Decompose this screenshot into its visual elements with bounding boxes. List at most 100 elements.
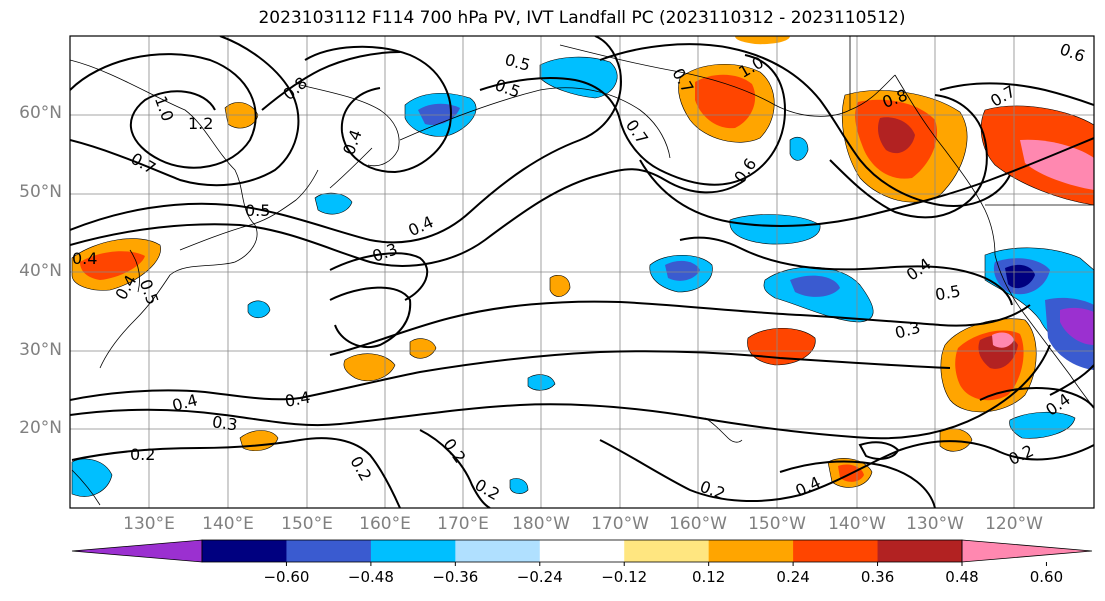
contour-label-23: 0.3 [211,412,239,434]
shade-cold-40n-165w-core [665,260,700,281]
lat-label-50n: 50°N [19,182,62,202]
contour-16 [70,350,951,401]
shade-cold-dot-1 [314,192,353,215]
coast-philippines [71,469,101,506]
colorbar-tick-label-8: 0.48 [945,568,979,586]
map-frame [69,35,1095,509]
shade-cold-15n-125e [71,458,113,497]
lon-label-130e: 130°E [123,514,175,534]
contour-6 [70,168,746,267]
lon-label-160e: 160°E [359,514,411,534]
colorbar-tick-label-1: −0.48 [347,568,394,586]
shade-purple-socal [1060,307,1094,345]
shade-warm-korea-core [80,251,145,280]
contour-label-15: 0.6 [1057,39,1087,66]
contour-2 [70,36,300,187]
contour-label-18: 0.4 [903,254,935,284]
coast-asia [70,59,258,369]
shade-cold-38n-140w-core [790,275,840,297]
contour-7 [479,54,787,186]
coast-hawaii [704,417,743,443]
contour-19 [419,429,491,508]
contour-17 [70,344,1051,440]
contour-5 [70,36,622,244]
lon-label-180w: 180°W [512,514,570,534]
shade-warm-20n-140e [239,430,279,451]
contour-4 [261,51,401,111]
contour-label-6: 0.4 [339,127,366,157]
contour-label-24: 0.2 [130,445,155,464]
shade-cold-dot-2 [247,300,271,319]
shade-warm-25n-165e [343,353,396,382]
contour-1 [70,53,257,169]
contour-label-11: 0.7 [622,116,652,148]
lat-label-60n: 60°N [19,103,62,123]
colorbar-tick-label-5: 0.12 [691,568,726,586]
colorbar-segment-1 [202,540,287,562]
shade-cold-25n-125w [1009,411,1076,439]
shade-pink-ne [1020,139,1094,190]
contour-11 [939,82,1094,106]
contour-12 [329,252,429,301]
contour-14 [329,300,1031,356]
pv-contours [70,36,1094,508]
coastlines [70,36,1094,506]
shade-pink-30n [992,332,1014,348]
colorbar-segment-8 [793,540,879,562]
colorbar-tick-label-3: −0.24 [516,568,563,586]
lat-label-40n: 40°N [19,261,62,281]
coast-japan [179,169,319,251]
colorbar-segment-3 [370,540,456,562]
shade-cold-25n-180 [527,374,556,391]
contour-24 [1049,364,1094,396]
contour-label-1: 1.0 [151,93,178,123]
contour-23 [858,441,900,460]
contour-label-19: 0.4 [72,249,97,268]
contour-label-20: 0.5 [934,281,962,304]
shade-warm-18n-130w [939,428,973,452]
colorbar-frame [201,539,963,563]
coast-alaska [559,44,896,117]
contour-label-5: 0.5 [245,201,270,220]
coast-kuril [329,147,373,189]
contour-label-34: 0.4 [283,388,311,411]
shade-warm-bc-inner [878,117,915,154]
lon-label-130w: 130°W [906,514,964,534]
colorbar-segment-6 [624,540,710,562]
shade-cold-55n-150w [789,137,809,161]
contour-13 [329,286,412,348]
contour-label-4: 0.7 [128,149,160,178]
lat-label-20n: 20°N [19,418,62,438]
colorbar-extend-min [71,539,203,563]
coast-aleutians [399,87,671,159]
contour-3 [304,45,452,174]
colorbar-segment-2 [286,540,372,562]
contour-20 [599,439,1094,502]
map-title: 2023103112 F114 700 hPa PV, IVT Landfall… [258,8,906,28]
lon-label-120w: 120°W [985,514,1043,534]
contour-18 [71,437,401,508]
contour-label-26: 0.2 [439,435,469,467]
shade-cold-ca-navy [1005,264,1035,289]
coast-korea [129,249,140,293]
lon-label-150w: 150°W [748,514,806,534]
contour-label-2: 1.2 [188,114,213,133]
colorbar-tick-label-4: −0.12 [601,568,648,586]
lon-label-160w: 160°W [669,514,727,534]
coast-uswest [994,254,1094,409]
coast-kamchatka [299,84,400,167]
colorbar-segment-5 [539,540,625,562]
contour-21 [779,460,936,508]
lon-label-150e: 150°E [281,514,333,534]
lat-lon-grid [70,36,1094,508]
shade-cold-15n-175w [509,478,529,494]
shade-cold-45n-150w [729,214,821,245]
shade-warm-top [735,36,790,45]
colorbar-segment-9 [877,540,963,562]
coast-bc [894,74,996,256]
lon-label-140w: 140°W [828,514,886,534]
contour-label-31: 0.2 [1006,441,1037,469]
shade-warm-35n-175w [549,275,571,297]
colorbar-tick-label-9: 0.60 [1029,568,1064,586]
